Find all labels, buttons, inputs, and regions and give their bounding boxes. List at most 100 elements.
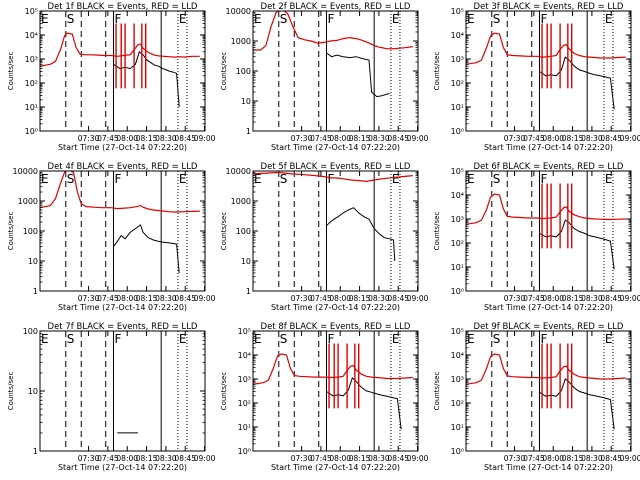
- x-tick-label: 08:15: [349, 134, 371, 143]
- y-tick-label: 10⁰: [451, 127, 464, 136]
- y-tick-label: 10¹: [238, 423, 251, 432]
- x-tick-label: 08:15: [349, 454, 371, 463]
- marker-label: E: [605, 332, 613, 346]
- y-axis-label: Counts/sec: [433, 212, 441, 251]
- x-tick-label: 08:00: [542, 454, 564, 463]
- x-tick-label: 08:45: [387, 454, 409, 463]
- marker-label: E: [41, 332, 49, 346]
- x-axis-label: Start Time (27-Oct-14 07:22:20): [484, 303, 613, 312]
- x-tick-label: 08:00: [116, 454, 138, 463]
- x-tick-label: 07:30: [78, 454, 100, 463]
- panel-title: Det 4f BLACK = Events, RED = LLD: [48, 162, 198, 172]
- y-tick-label: 10²: [238, 399, 251, 408]
- marker-label: S: [493, 332, 501, 346]
- y-tick-label: 100: [236, 67, 251, 76]
- marker-label: S: [67, 12, 75, 26]
- panel-title: Det 3f BLACK = Events, RED = LLD: [474, 2, 624, 12]
- marker-label: F: [540, 12, 547, 26]
- marker-label: S: [280, 172, 288, 186]
- y-tick-label: 10⁴: [25, 31, 38, 40]
- marker-label: E: [254, 172, 262, 186]
- y-tick-label: 1: [33, 287, 38, 296]
- y-tick-label: 10¹: [451, 103, 464, 112]
- x-tick-label: 08:45: [600, 134, 622, 143]
- y-tick-label: 10⁰: [25, 127, 38, 136]
- x-tick-label: 09:00: [620, 454, 640, 463]
- x-tick-label: 08:45: [174, 454, 196, 463]
- events-series: [539, 219, 615, 270]
- plot-frame: [465, 330, 632, 452]
- marker-label: S: [67, 332, 75, 346]
- y-tick-label: 10¹: [25, 103, 38, 112]
- y-tick-label: 10⁵: [451, 327, 464, 336]
- x-tick-label: 09:00: [407, 454, 429, 463]
- y-tick-label: 1: [33, 447, 38, 456]
- marker-label: F: [327, 332, 334, 346]
- y-axis-label: Counts/sec: [7, 372, 15, 411]
- x-axis-label: Start Time (27-Oct-14 07:22:20): [484, 463, 613, 472]
- x-tick-label: 08:00: [116, 134, 138, 143]
- y-tick-label: 10³: [25, 55, 38, 64]
- x-tick-label: 07:45: [523, 454, 545, 463]
- panel-title: Det 2f BLACK = Events, RED = LLD: [261, 2, 411, 12]
- marker-label: E: [605, 172, 613, 186]
- marker-label: E: [254, 332, 262, 346]
- marker-label: E: [41, 172, 49, 186]
- marker-label: S: [493, 172, 501, 186]
- plot-frame: [39, 170, 206, 292]
- plot-frame: [252, 330, 419, 452]
- lld-series: [253, 171, 413, 183]
- x-tick-label: 07:45: [97, 454, 119, 463]
- y-tick-label: 10³: [238, 375, 251, 384]
- x-tick-label: 07:45: [523, 134, 545, 143]
- y-tick-label: 100: [23, 327, 38, 336]
- x-tick-label: 07:30: [504, 294, 526, 303]
- y-tick-label: 100: [236, 227, 251, 236]
- panel-title: Det 9f BLACK = Events, RED = LLD: [474, 322, 624, 332]
- x-tick-label: 07:45: [523, 294, 545, 303]
- marker-label: F: [327, 12, 334, 26]
- x-tick-label: 09:00: [620, 134, 640, 143]
- y-axis-label: Counts/sec: [220, 52, 228, 91]
- y-tick-label: 10²: [451, 399, 464, 408]
- y-tick-label: 10²: [451, 79, 464, 88]
- y-tick-label: 1000: [231, 197, 251, 206]
- lld-series: [253, 353, 413, 385]
- x-axis-label: Start Time (27-Oct-14 07:22:20): [58, 143, 187, 152]
- y-tick-label: 1000: [231, 37, 251, 46]
- y-axis-label: Counts/sec: [433, 52, 441, 91]
- x-tick-label: 07:45: [97, 134, 119, 143]
- marker-label: S: [493, 12, 501, 26]
- x-tick-label: 08:15: [349, 294, 371, 303]
- x-axis-label: Start Time (27-Oct-14 07:22:20): [271, 143, 400, 152]
- x-axis-label: Start Time (27-Oct-14 07:22:20): [271, 463, 400, 472]
- marker-label: E: [179, 172, 187, 186]
- x-tick-label: 08:00: [329, 454, 351, 463]
- y-tick-label: 10⁵: [451, 7, 464, 16]
- marker-label: E: [392, 172, 400, 186]
- x-tick-label: 08:30: [581, 454, 603, 463]
- lld-series: [40, 171, 200, 213]
- x-tick-label: 08:00: [542, 134, 564, 143]
- x-tick-label: 07:45: [310, 294, 332, 303]
- x-tick-label: 08:15: [136, 454, 158, 463]
- x-tick-label: 08:15: [136, 134, 158, 143]
- x-tick-label: 07:45: [97, 294, 119, 303]
- y-tick-label: 10¹: [451, 263, 464, 272]
- plot-frame: [39, 10, 206, 132]
- y-axis-label: Counts/sec: [220, 212, 228, 251]
- plot-frame: [465, 10, 632, 132]
- lld-series: [466, 193, 626, 225]
- y-tick-label: 10: [241, 257, 251, 266]
- y-tick-label: 10¹: [451, 423, 464, 432]
- x-axis-label: Start Time (27-Oct-14 07:22:20): [58, 463, 187, 472]
- y-tick-label: 10³: [451, 55, 464, 64]
- events-series: [113, 50, 180, 108]
